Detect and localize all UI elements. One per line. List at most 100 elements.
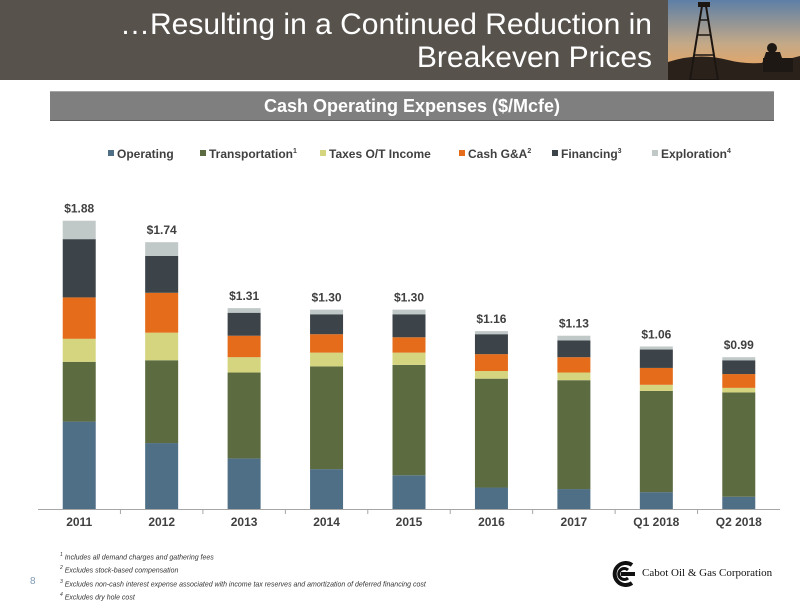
bar-operating-q1-2018 [639,492,673,509]
bar-financing-2015 [392,314,426,338]
bar-exploration-2017 [557,335,591,341]
legend-label-exploration: Exploration4 [661,147,731,161]
bar-transportation-2012 [145,360,179,444]
bar-exploration-2013 [227,308,261,313]
bar-taxes-o-t-income-2017 [557,372,591,381]
x-tick-label-2015: 2015 [396,515,423,529]
bar-cash-g-a-2011 [62,297,96,339]
bar-taxes-o-t-income-2014 [310,352,344,367]
x-tick-label-2014: 2014 [313,515,340,529]
bar-financing-2012 [145,256,179,293]
bar-exploration-2011 [62,220,96,240]
bar-taxes-o-t-income-2016 [474,371,508,379]
bar-taxes-o-t-income-q2-2018 [722,387,756,393]
x-tick-label-2013: 2013 [231,515,258,529]
legend-label-cash-g-a: Cash G&A2 [468,147,531,161]
bar-transportation-q1-2018 [639,390,673,493]
bar-financing-2013 [227,312,261,336]
x-tick-label-2017: 2017 [561,515,588,529]
legend-label-taxes-o-t-income: Taxes O/T Income [329,147,431,161]
bar-exploration-q2-2018 [722,357,756,361]
bar-financing-2017 [557,340,591,358]
bar-operating-q2-2018 [722,496,756,509]
bar-operating-2015 [392,475,426,509]
x-tick-label-2012: 2012 [148,515,175,529]
legend-swatch-exploration [652,150,658,156]
bar-cash-g-a-2014 [310,334,344,353]
bar-transportation-2016 [474,378,508,488]
bar-transportation-2014 [310,366,344,470]
cash-operating-expenses-chart: Operating Transportation1 Taxes O/T Income… [38,147,780,529]
bar-exploration-2012 [145,242,179,256]
company-logo: Cabot Oil & Gas Corporation [608,561,788,587]
legend-swatch-cash-g-a [459,150,465,156]
bar-taxes-o-t-income-2012 [145,332,179,361]
footnote-4: 4 Excludes dry hole cost [60,591,135,602]
bar-cash-g-a-q2-2018 [722,374,756,388]
cabot-logo-icon [612,561,635,587]
bar-financing-2016 [474,334,508,355]
bar-operating-2017 [557,489,591,509]
bar-cash-g-a-2013 [227,335,261,358]
page-title-line2: Breakeven Prices [416,41,652,74]
bar-transportation-2015 [392,364,426,476]
legend-label-transportation: Transportation1 [209,147,297,161]
bar-taxes-o-t-income-2015 [392,352,426,365]
bar-transportation-2013 [227,372,261,459]
total-label-2015: $1.30 [394,291,424,305]
total-label-2013: $1.31 [229,289,259,303]
footnote-2: 2 Excludes stock-based compensation [60,565,179,575]
bar-exploration-q1-2018 [639,346,673,350]
page-title-line1: …Resulting in a Continued Reduction in [120,8,652,41]
legend-swatch-taxes-o-t-income [320,150,326,156]
bar-transportation-q2-2018 [722,392,756,497]
total-label-2014: $1.30 [312,291,342,305]
legend-label-operating: Operating [117,147,174,161]
bar-taxes-o-t-income-q1-2018 [639,384,673,391]
header-banner: …Resulting in a Continued Reduction in B… [0,0,800,80]
footnote-3: 3 Excludes non-cash interest expense ass… [60,578,426,588]
bar-exploration-2016 [474,331,508,335]
x-tick-label-2011: 2011 [66,515,92,529]
company-name: Cabot Oil & Gas Corporation [642,567,773,579]
bar-operating-2011 [62,421,96,509]
bar-cash-g-a-2015 [392,337,426,353]
x-tick-label-q2-2018: Q2 2018 [716,515,762,529]
drilling-rig-photo [668,0,800,80]
bar-financing-2011 [62,239,96,298]
x-tick-label-q1-2018: Q1 2018 [633,515,679,529]
bar-financing-q2-2018 [722,360,756,375]
bar-transportation-2017 [557,380,591,490]
chart-section-title: Cash Operating Expenses ($/Mcfe) [50,91,774,121]
legend-label-financing: Financing3 [561,147,622,161]
bar-operating-2012 [145,443,179,509]
total-label-q1-2018: $1.06 [641,327,671,341]
bar-taxes-o-t-income-2013 [227,357,261,373]
bar-transportation-2011 [62,361,96,422]
bar-exploration-2014 [310,309,344,315]
total-label-q2-2018: $0.99 [724,338,754,352]
total-label-2016: $1.16 [476,312,506,326]
total-label-2011: $1.88 [64,202,94,216]
bar-financing-2014 [310,314,344,335]
bar-cash-g-a-2012 [145,292,179,333]
bar-operating-2013 [227,458,261,509]
x-tick-label-2016: 2016 [478,515,505,529]
bar-operating-2014 [310,469,344,509]
bar-exploration-2015 [392,309,426,315]
bar-operating-2016 [474,487,508,509]
bar-cash-g-a-q1-2018 [639,367,673,385]
footnote-1: 1 Includes all demand charges and gather… [60,552,214,562]
legend-swatch-financing [552,150,558,156]
legend-swatch-transportation [200,150,206,156]
page-number: 8 [30,576,36,587]
total-label-2012: $1.74 [147,223,177,237]
total-label-2017: $1.13 [559,317,589,331]
page-title: …Resulting in a Continued Reduction in B… [52,8,652,74]
bar-cash-g-a-2016 [474,354,508,371]
footnotes: 1 Includes all demand charges and gather… [60,550,580,603]
bar-taxes-o-t-income-2011 [62,338,96,362]
bar-cash-g-a-2017 [557,357,591,373]
legend-swatch-operating [108,150,114,156]
bar-financing-q1-2018 [639,349,673,368]
